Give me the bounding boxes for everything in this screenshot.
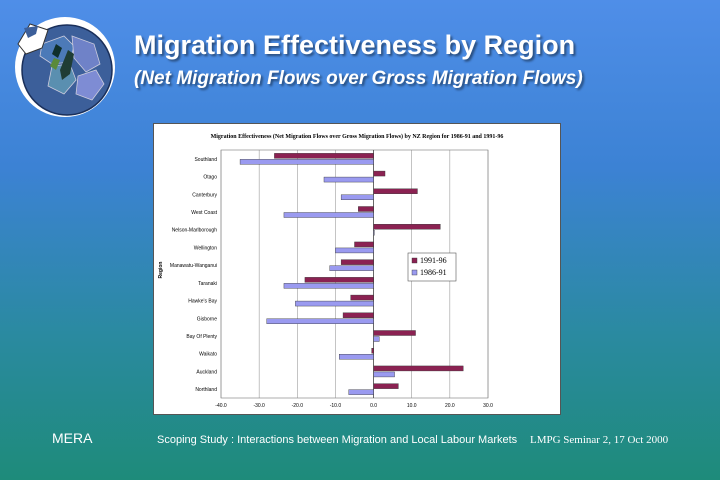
bar-1991-96 [373, 224, 441, 230]
bar-1986-91 [373, 336, 380, 342]
y-tick-label: Taranaki [198, 281, 217, 287]
bar-1991-96 [373, 170, 386, 177]
x-tick-label: -20.0 [292, 403, 304, 409]
y-tick-label: Hawke's Bay [188, 299, 217, 305]
bar-1986-91 [340, 194, 374, 200]
migration-effectiveness-chart: Migration Effectiveness (Net Migration F… [158, 133, 504, 409]
y-tick-label: Gisborne [197, 316, 218, 322]
y-tick-label: Nelson-Marlborough [172, 228, 218, 234]
y-tick-label: Manawatu-Wanganui [170, 263, 217, 269]
chart-panel: Migration Effectiveness (Net Migration F… [153, 123, 561, 415]
y-tick-label: Otago [203, 175, 217, 181]
bar-1986-91 [295, 300, 374, 307]
x-tick-label: 0.0 [370, 403, 377, 409]
bar-1991-96 [358, 206, 374, 212]
x-tick-label: -10.0 [330, 403, 342, 409]
bar-1986-91 [348, 389, 374, 395]
y-axis-label: Region [158, 262, 164, 279]
bar-1986-91 [239, 159, 374, 165]
footer-mera: MERA [52, 430, 93, 446]
bar-1986-91 [266, 318, 374, 324]
bar-1991-96 [350, 294, 374, 301]
bar-1991-96 [274, 153, 374, 159]
bar-1991-96 [373, 383, 399, 389]
x-tick-label: -40.0 [215, 403, 227, 409]
bar-1991-96 [340, 259, 374, 265]
bar-1986-91 [339, 354, 374, 360]
slide-subtitle: (Net Migration Flows over Gross Migratio… [134, 68, 583, 89]
bar-1986-91 [283, 212, 374, 218]
legend-box [407, 252, 457, 282]
y-tick-label: Bay Of Plenty [186, 334, 217, 340]
bar-1986-91 [283, 283, 374, 289]
x-tick-label: 20.0 [445, 403, 455, 409]
bar-1986-91 [373, 371, 395, 378]
bar-1991-96 [371, 348, 374, 354]
legend-swatch [411, 257, 418, 264]
bar-1986-91 [329, 265, 374, 271]
bar-1991-96 [373, 188, 418, 194]
chart-title: Migration Effectiveness (Net Migration F… [211, 133, 504, 140]
legend-label: 1991-96 [420, 256, 447, 265]
y-tick-label: West Coast [191, 210, 217, 216]
bar-1986-91 [323, 176, 374, 183]
y-tick-label: Northland [195, 387, 217, 393]
x-tick-label: -30.0 [253, 403, 265, 409]
footer-seminar: LMPG Seminar 2, 17 Oct 2000 [530, 434, 669, 446]
y-tick-label: Waikato [199, 352, 217, 358]
nz-map-globe-icon [12, 14, 118, 120]
bar-1991-96 [373, 365, 464, 372]
legend-swatch [411, 269, 418, 276]
bar-1991-96 [354, 241, 374, 248]
y-tick-label: Wellington [194, 245, 217, 251]
footer-study-title: Scoping Study : Interactions between Mig… [157, 434, 518, 446]
bar-1991-96 [304, 277, 374, 283]
bar-1991-96 [373, 330, 416, 336]
x-tick-label: 10.0 [407, 403, 417, 409]
y-tick-label: Southland [194, 157, 217, 163]
bar-1991-96 [342, 312, 374, 318]
y-tick-label: Auckland [196, 369, 217, 375]
y-tick-label: Canterbury [192, 192, 217, 198]
bar-1986-91 [335, 247, 374, 254]
x-tick-label: 30.0 [483, 403, 493, 409]
legend-label: 1986-91 [420, 268, 447, 277]
slide-title: Migration Effectiveness by Region [134, 30, 576, 60]
bar-1986-91 [373, 230, 375, 236]
